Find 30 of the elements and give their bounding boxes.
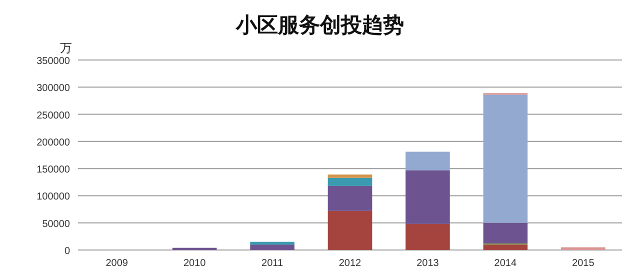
x-tick-label: 2012 [338, 258, 362, 269]
bar [250, 242, 294, 245]
y-tick-label: 300000 [36, 83, 70, 94]
x-tick-label: 2013 [416, 258, 440, 269]
x-tick-label: 2011 [262, 258, 284, 269]
x-tick-label: 2014 [494, 258, 517, 269]
y-tick-label: 350000 [36, 56, 70, 67]
bar [406, 224, 450, 250]
y-tick-label: 150000 [36, 164, 70, 176]
y-tick-label: 0 [64, 246, 70, 257]
y-tick-label: 50000 [42, 218, 70, 230]
bar [250, 244, 294, 250]
y-tick-label: 200000 [36, 137, 70, 148]
bar [406, 152, 450, 170]
x-tick-label: 2010 [183, 258, 206, 269]
bar [483, 244, 528, 250]
bar [328, 186, 372, 211]
bar [483, 94, 528, 223]
bar [328, 178, 372, 186]
bar [483, 222, 528, 244]
chart-title: 小区服务创投趋势 [235, 14, 404, 37]
bar [328, 210, 372, 250]
bar [328, 174, 372, 178]
y-tick-label: 100000 [36, 192, 70, 203]
y-axis-title: 万 [60, 41, 72, 55]
y-tick-label: 250000 [36, 110, 70, 122]
x-tick-label: 2015 [572, 258, 595, 269]
bar [406, 170, 450, 224]
x-tick-label: 2009 [106, 258, 128, 269]
bar [560, 247, 606, 250]
